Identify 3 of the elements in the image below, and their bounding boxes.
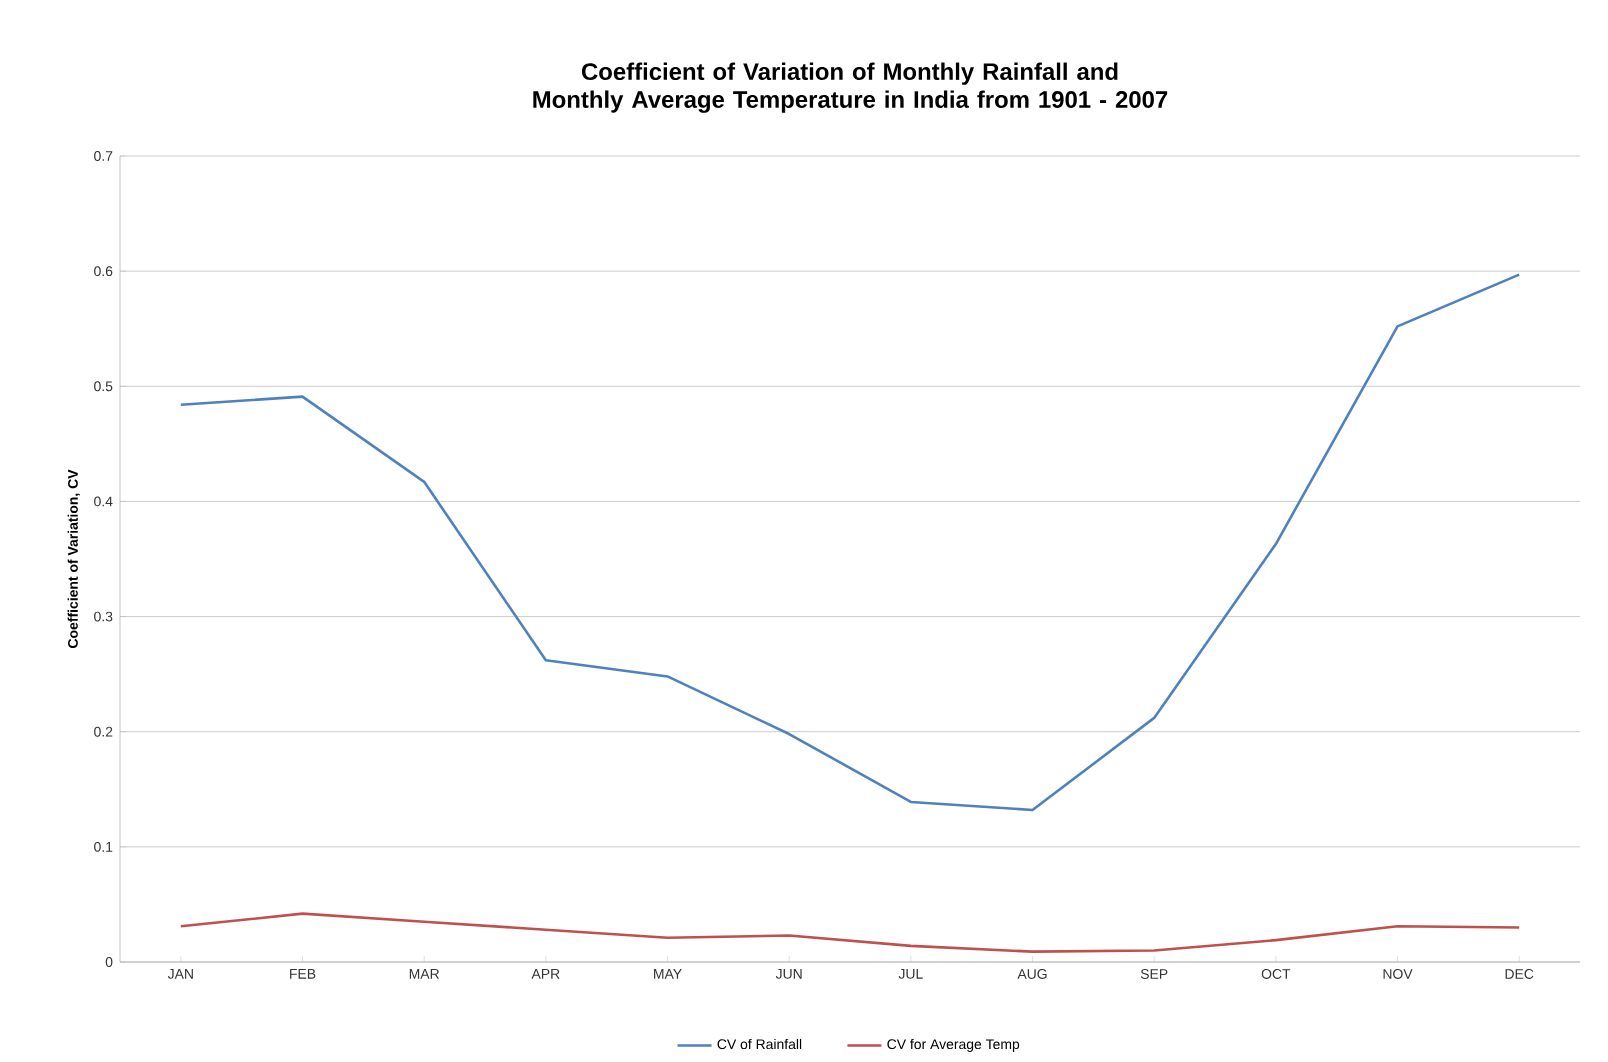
line-series <box>179 912 1521 953</box>
line-series <box>179 273 1521 812</box>
chart-title: Coefficient of Variation of Monthly Rainfall and Monthly Average Temperature in India from 1901 - 2007 <box>533 62 1168 113</box>
